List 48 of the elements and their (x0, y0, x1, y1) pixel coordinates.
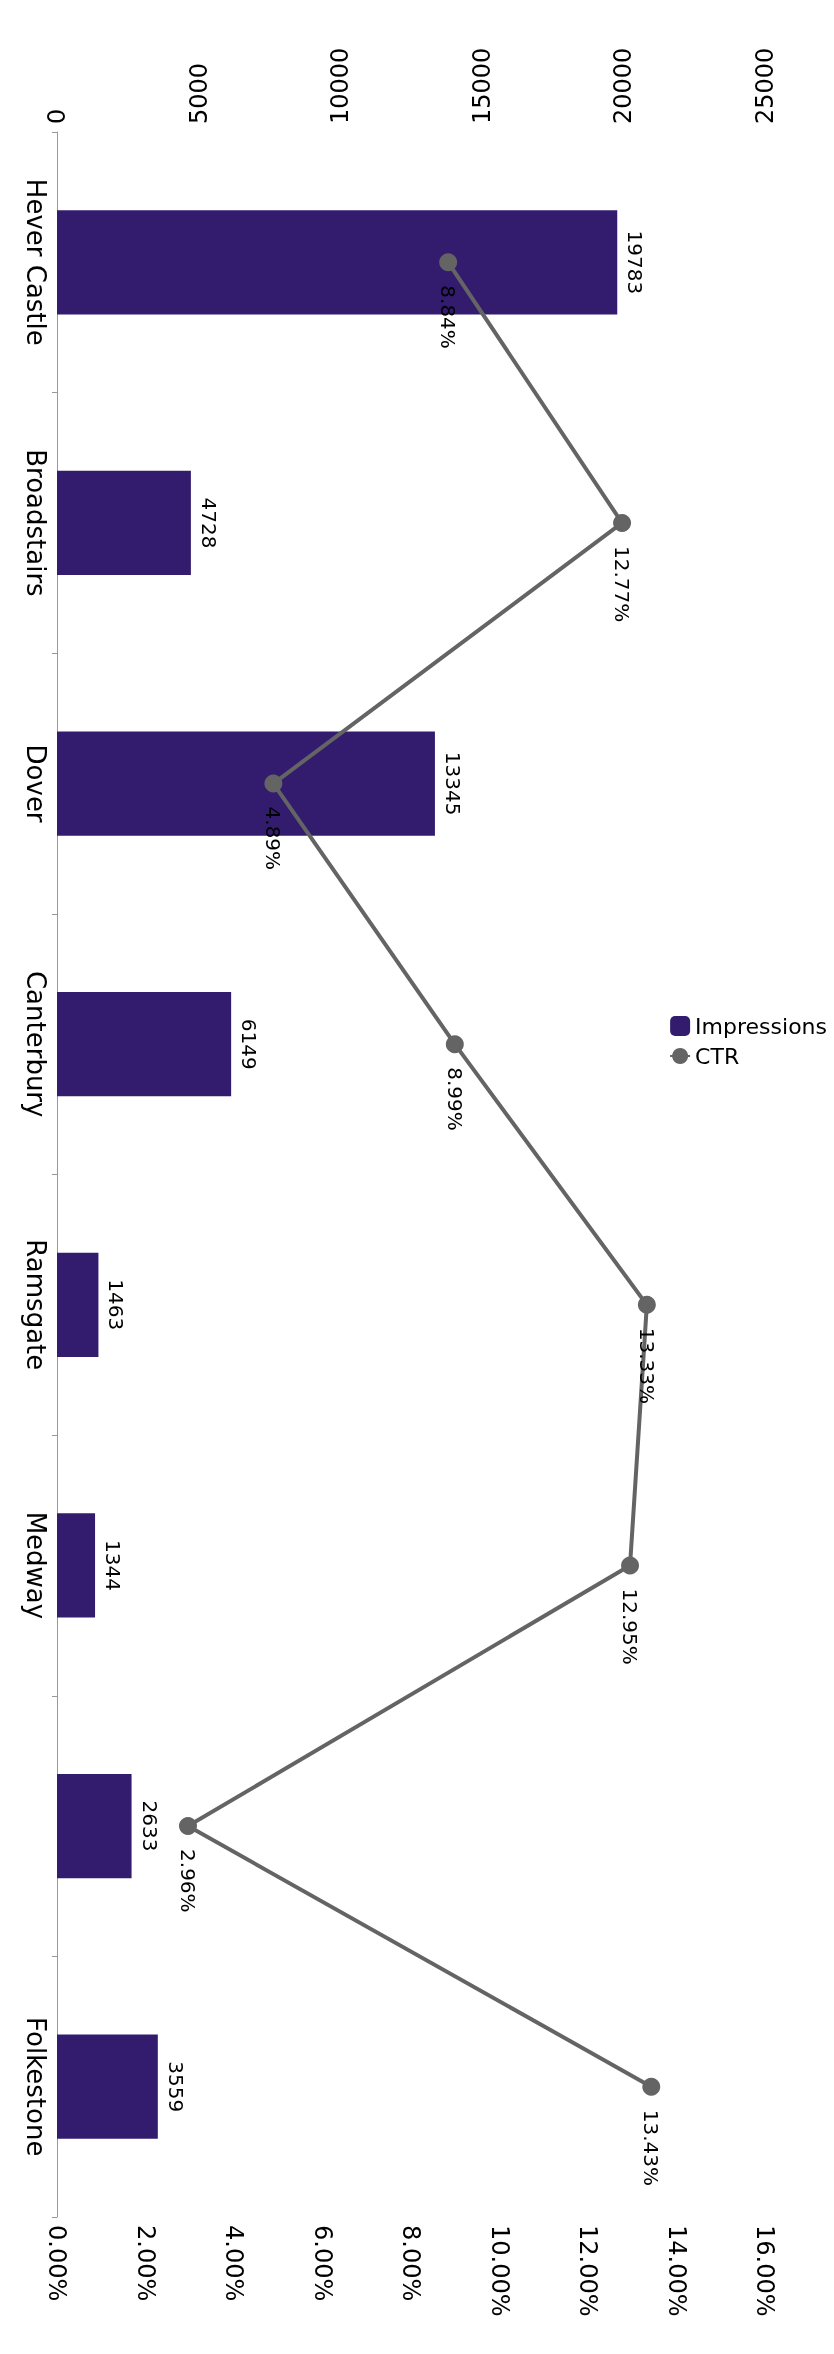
x2-tick-label: 20000 (609, 47, 638, 124)
data-label: 3559 (163, 2061, 188, 2113)
x2-tick-label: 25000 (751, 47, 779, 124)
y-tick-label: Dover (21, 744, 51, 823)
y-tick-label: Folkestone (21, 2016, 51, 2157)
data-label: 12.77% (610, 545, 635, 623)
x-tick-label: 8.00% (397, 2225, 425, 2302)
data-label: 4728 (196, 497, 221, 549)
data-label: 2.96% (175, 1849, 200, 1913)
x-tick-label: 12.00% (574, 2225, 602, 2317)
x-tick-label: 16.00% (751, 2225, 779, 2317)
point (613, 513, 632, 532)
data-label: 19783 (623, 230, 648, 295)
y-tick-label: Ramsgate (21, 1239, 51, 1371)
point (637, 1295, 656, 1314)
point (445, 1035, 464, 1054)
data-label: 1463 (104, 1279, 129, 1331)
point (179, 1817, 197, 1836)
point (439, 253, 458, 272)
point (642, 2077, 661, 2096)
x2-tick-label: 10000 (326, 47, 355, 124)
y-tick-label: Hever Castle (21, 178, 51, 346)
y-tick-label: Medway (21, 1511, 51, 1620)
data-label: 4.89% (261, 806, 286, 871)
x2-tick-label: 0 (43, 108, 71, 124)
data-label: 13.43% (639, 2109, 664, 2186)
x2-tick-label: 5000 (184, 62, 213, 124)
legend-label: CTR (695, 1043, 740, 1069)
point (621, 1556, 640, 1575)
data-label: 2633 (137, 1800, 162, 1852)
point (264, 774, 283, 793)
data-label: 6149 (237, 1018, 262, 1070)
data-label: 8.99% (442, 1067, 467, 1131)
x2-tick-label: 15000 (467, 47, 496, 124)
x-tick-label: 0.00% (43, 2225, 71, 2302)
data-label: 1344 (101, 1539, 126, 1591)
y-tick-label: Canterbury (21, 970, 51, 1118)
x-tick-label: 10.00% (485, 2225, 514, 2317)
data-label: 13345 (440, 751, 465, 816)
data-label: 8.84% (436, 285, 461, 349)
data-label: 13.33% (634, 1327, 659, 1405)
x-tick-label: 6.00% (308, 2225, 337, 2302)
x-tick-label: 14.00% (662, 2225, 691, 2317)
x-tick-label: 2.00% (131, 2225, 160, 2302)
data-label: 12.95% (618, 1588, 643, 1665)
y-tick-label: Broadstairs (21, 449, 51, 597)
x-tick-label: 4.00% (220, 2225, 248, 2302)
legend-label: Impressions (695, 1013, 828, 1039)
